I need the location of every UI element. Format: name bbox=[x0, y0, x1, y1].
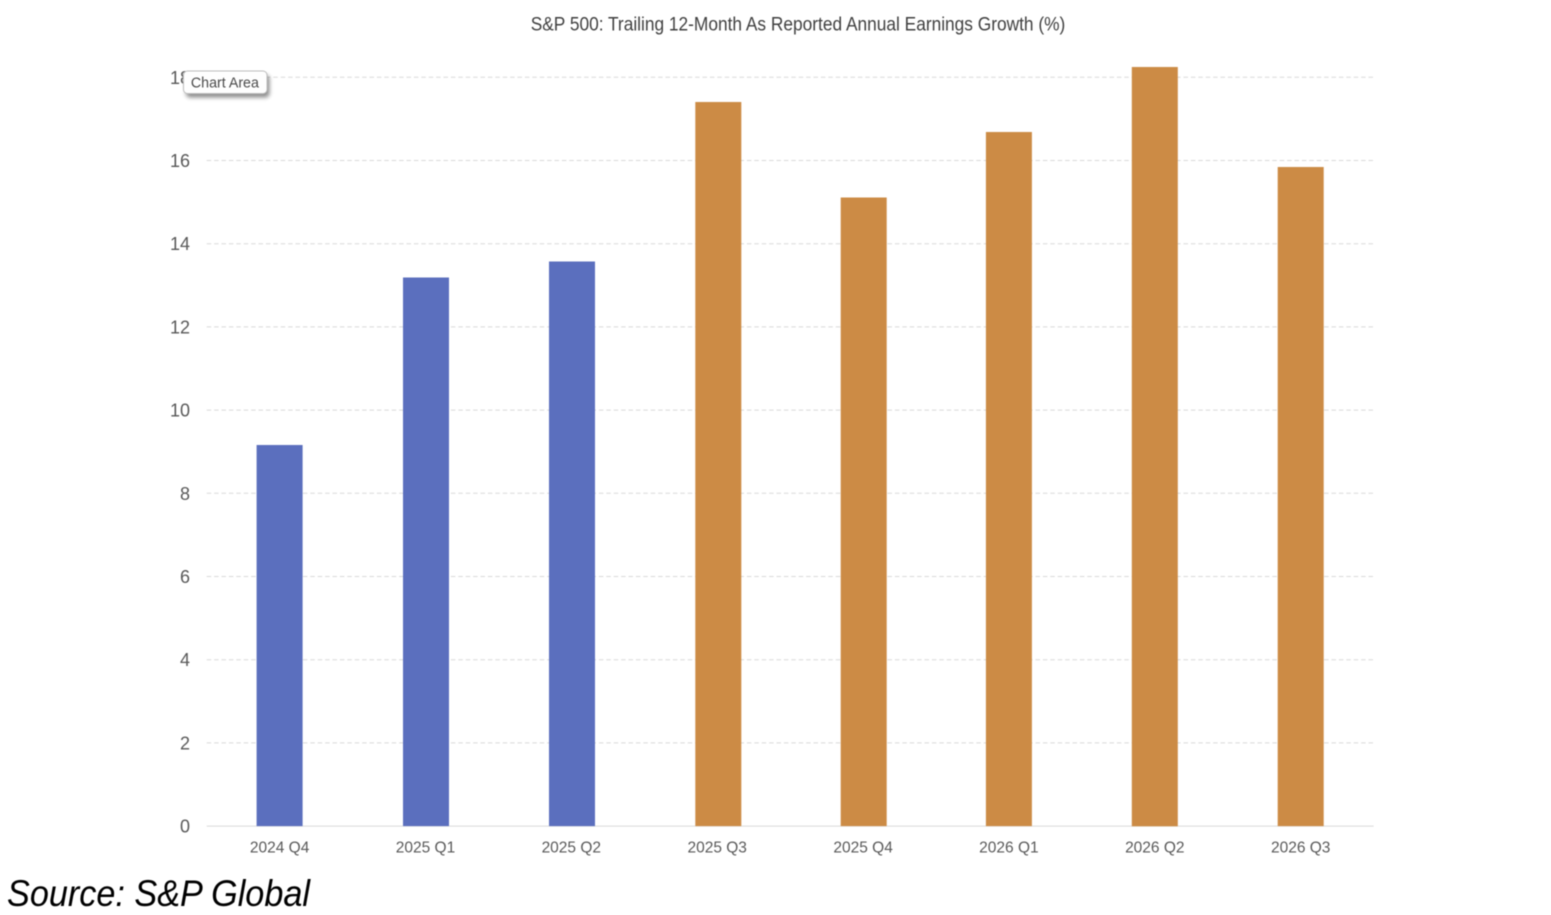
svg-text:16: 16 bbox=[170, 151, 190, 171]
svg-text:2026 Q3: 2026 Q3 bbox=[1271, 839, 1330, 856]
svg-text:Chart Area: Chart Area bbox=[191, 76, 260, 92]
svg-text:12: 12 bbox=[170, 317, 190, 337]
svg-text:0: 0 bbox=[180, 817, 190, 837]
svg-text:6: 6 bbox=[180, 567, 190, 587]
svg-text:2026 Q2: 2026 Q2 bbox=[1125, 839, 1184, 856]
svg-text:2025 Q3: 2025 Q3 bbox=[687, 839, 746, 856]
svg-text:Source: S&P Global: Source: S&P Global bbox=[7, 873, 312, 914]
svg-text:2025 Q1: 2025 Q1 bbox=[396, 839, 455, 856]
svg-text:4: 4 bbox=[180, 650, 190, 670]
svg-text:2: 2 bbox=[180, 733, 190, 753]
svg-text:2025 Q2: 2025 Q2 bbox=[542, 839, 601, 856]
svg-text:14: 14 bbox=[170, 234, 190, 254]
svg-text:2025 Q4: 2025 Q4 bbox=[833, 839, 893, 856]
svg-text:8: 8 bbox=[180, 484, 190, 504]
svg-text:2024 Q4: 2024 Q4 bbox=[250, 839, 310, 856]
svg-text:S&P 500: Trailing 12-Month As: S&P 500: Trailing 12-Month As Reported A… bbox=[531, 14, 1066, 36]
svg-text:2026 Q1: 2026 Q1 bbox=[979, 839, 1038, 856]
svg-text:10: 10 bbox=[170, 401, 190, 421]
